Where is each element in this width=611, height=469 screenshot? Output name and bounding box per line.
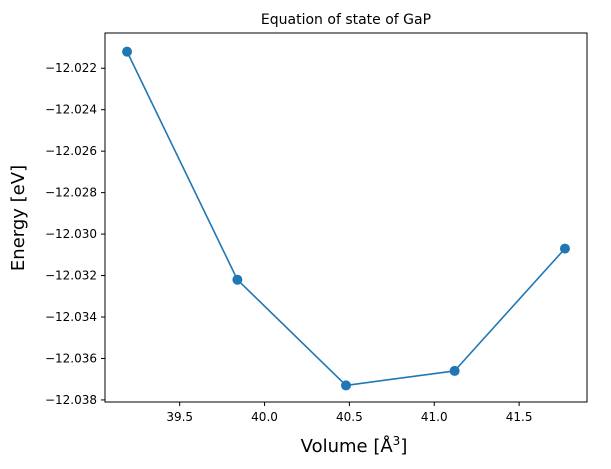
x-tick-label: 39.5 — [166, 410, 193, 424]
y-tick-label: −12.026 — [45, 144, 97, 158]
x-tick-label: 40.5 — [336, 410, 363, 424]
y-tick-label: −12.032 — [45, 269, 97, 283]
x-axis-label-suffix: ] — [400, 436, 407, 457]
x-axis-label-superscript: 3 — [393, 434, 401, 448]
y-axis-label: Energy [eV] — [8, 165, 29, 271]
plot-area — [105, 33, 587, 402]
x-tick-label: 41.0 — [421, 410, 448, 424]
y-tick-label: −12.036 — [45, 351, 97, 365]
data-point — [559, 243, 570, 254]
x-tick-label: 41.5 — [506, 410, 533, 424]
x-axis-label: Volume [Å3] — [301, 434, 408, 457]
y-tick-label: −12.028 — [45, 186, 97, 200]
x-axis-label-base: Volume [Å — [301, 435, 394, 457]
chart-title: Equation of state of GaP — [261, 12, 431, 28]
data-point — [232, 274, 243, 285]
data-point — [449, 365, 460, 376]
plot-frame — [104, 32, 588, 403]
data-point — [122, 46, 133, 57]
x-tick-label: 40.0 — [251, 410, 278, 424]
y-tick-label: −12.030 — [45, 227, 97, 241]
y-tick-label: −12.024 — [45, 103, 97, 117]
data-point — [341, 380, 351, 391]
y-tick-label: −12.022 — [45, 61, 97, 75]
y-tick-label: −12.034 — [45, 310, 97, 324]
y-tick-label: −12.038 — [45, 393, 97, 407]
plot-layer: 39.5 40.0 40.5 41.0 41.5 −12.022 −12.024 −12.02… — [45, 32, 588, 424]
